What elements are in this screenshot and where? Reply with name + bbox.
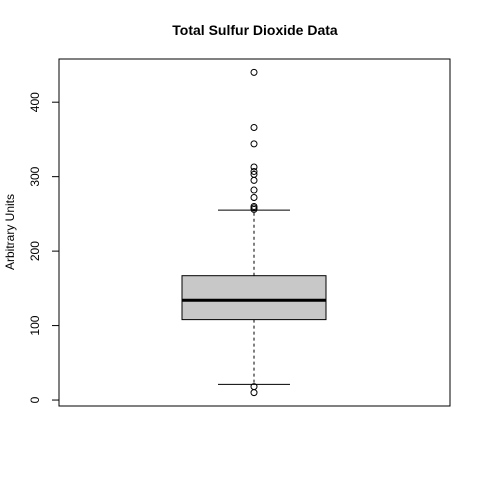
outlier-point [251,177,257,183]
y-tick-label: 100 [28,315,42,335]
y-tick-label: 300 [28,166,42,186]
outlier-point [251,187,257,193]
chart-title: Total Sulfur Dioxide Data [172,22,338,38]
outlier-point [251,69,257,75]
box-group [182,210,326,384]
y-axis-label: Arbitrary Units [3,194,17,270]
outlier-point [251,141,257,147]
outlier-point [251,125,257,131]
y-tick-label: 0 [28,396,42,403]
outlier-point [251,390,257,396]
outlier-point [251,195,257,201]
y-tick-label: 400 [28,92,42,112]
y-tick-label: 200 [28,241,42,261]
iqr-box [182,276,326,320]
y-axis-ticks: 0 100 200 300 400 [28,92,59,404]
